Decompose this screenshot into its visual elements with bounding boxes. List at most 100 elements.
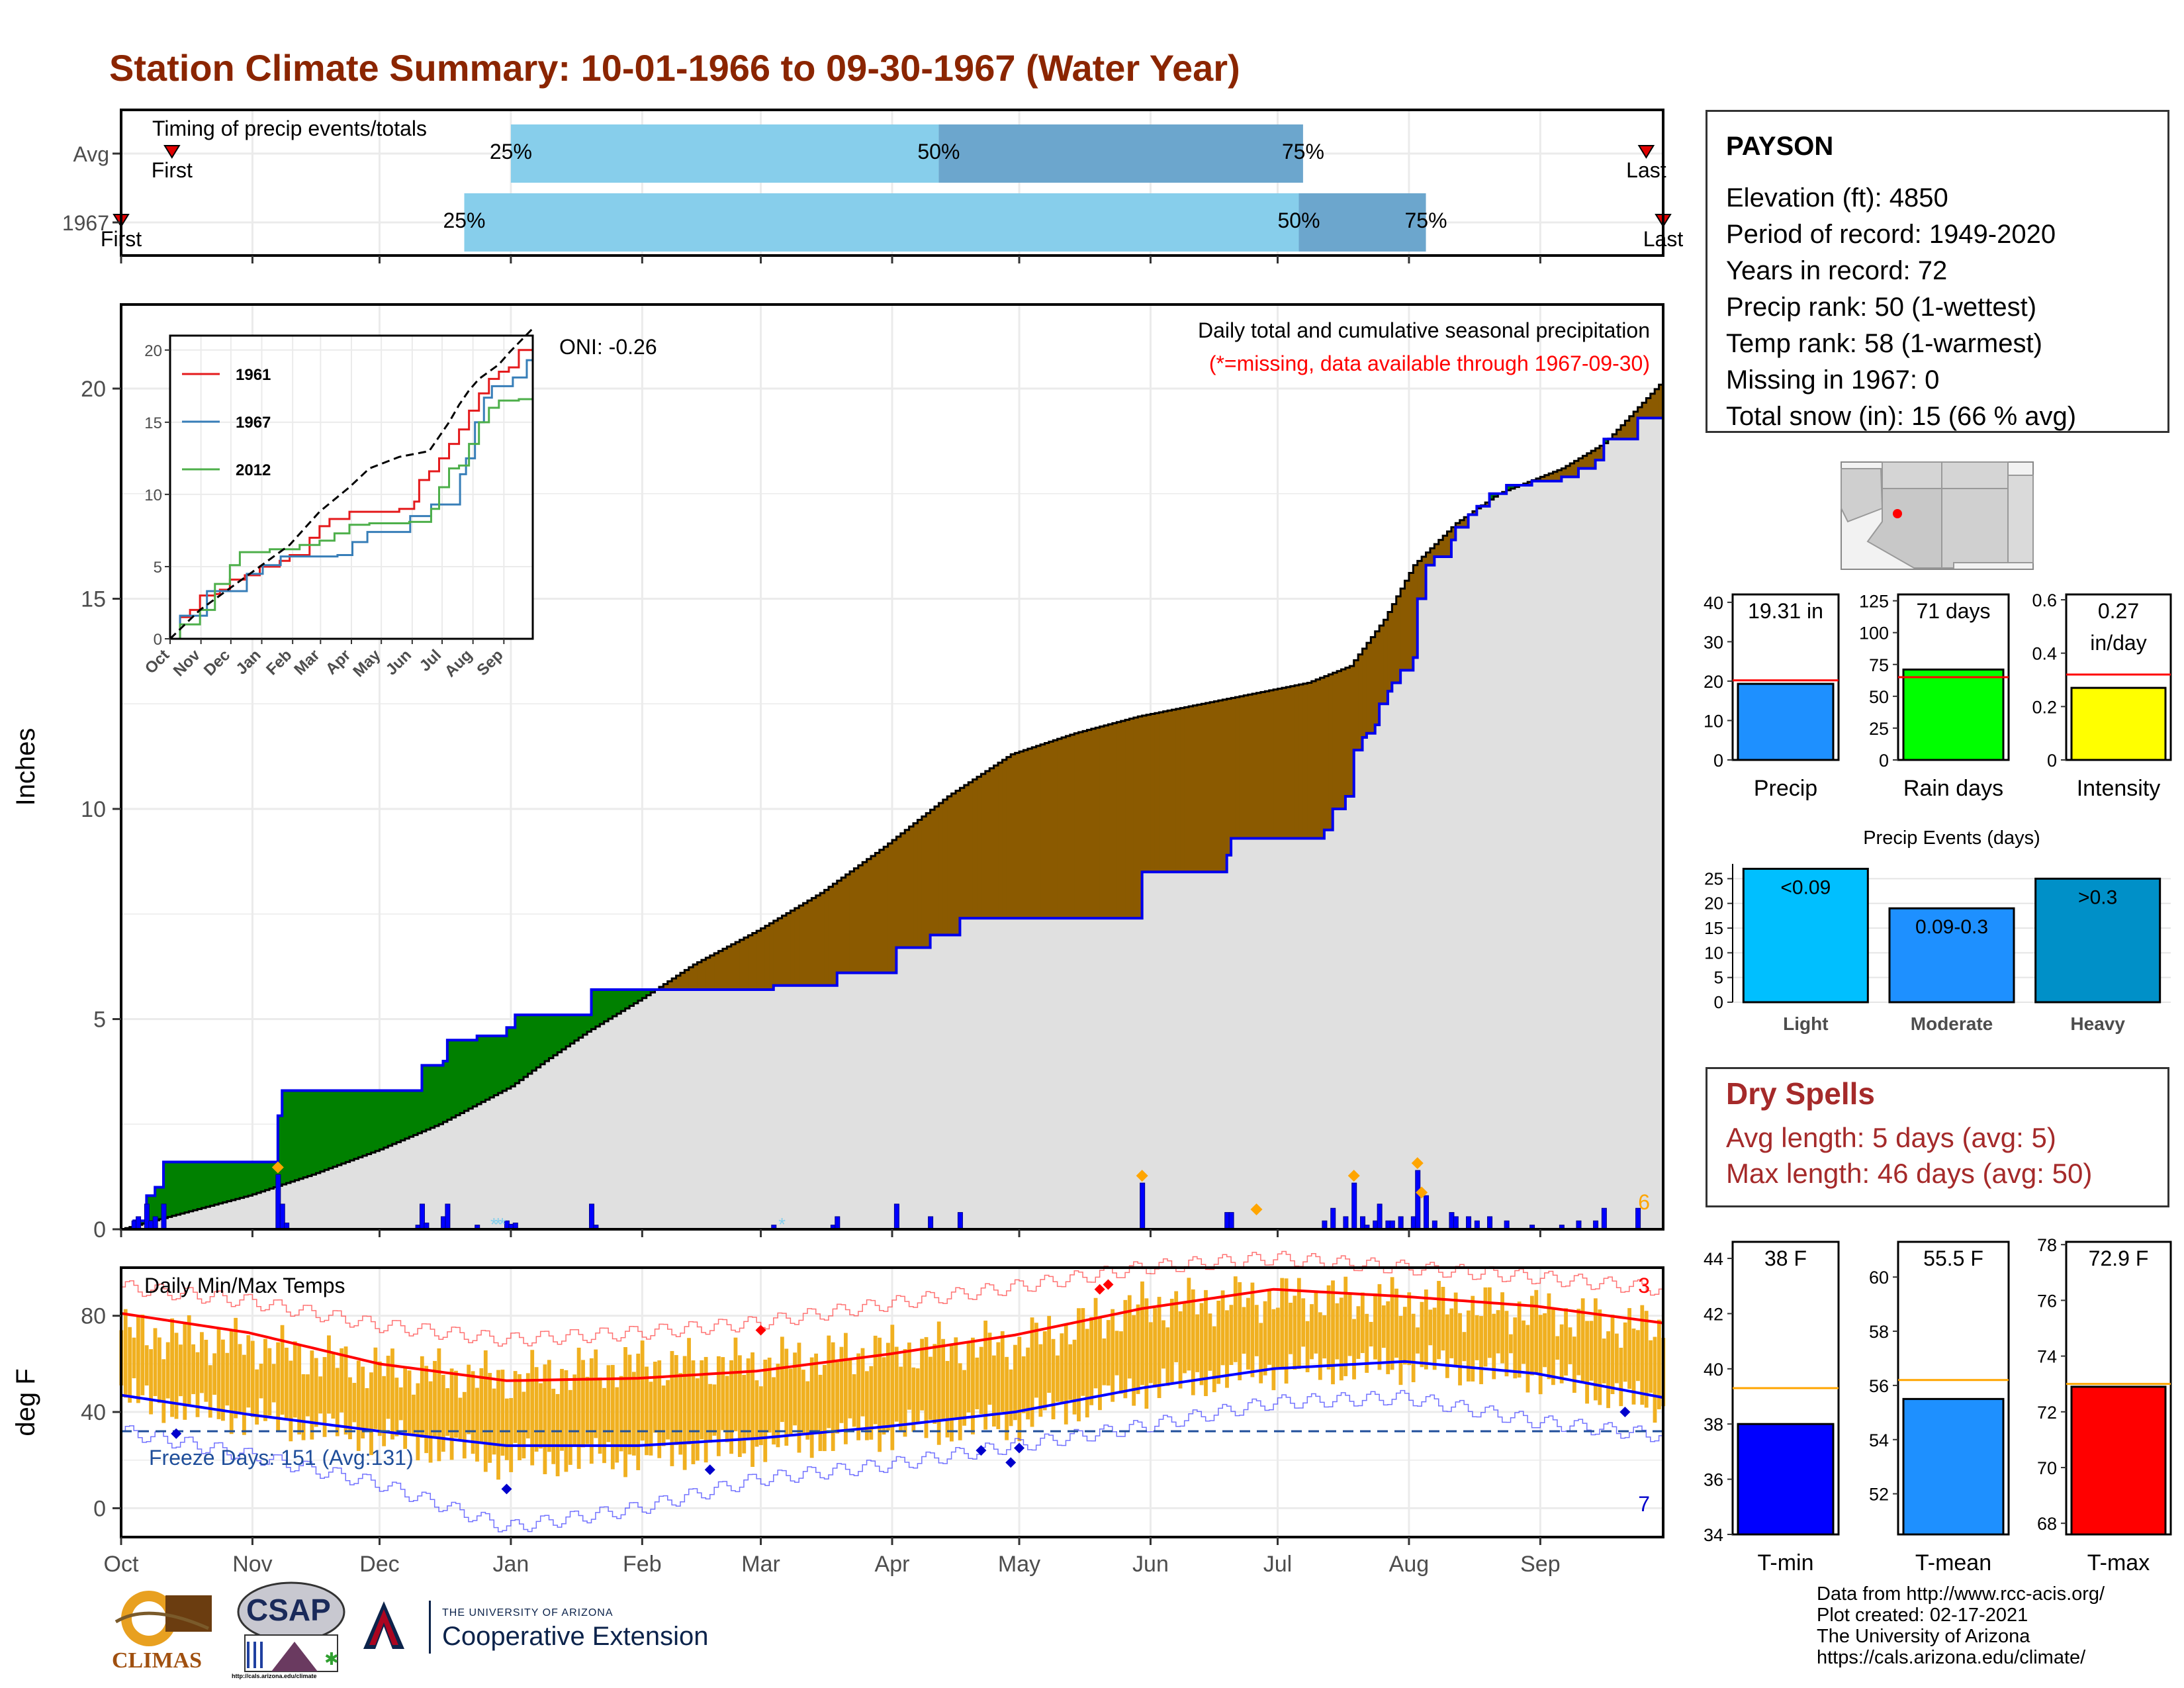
- surplus-fill: [222, 1162, 228, 1203]
- daily-temp-range-bar: [183, 1321, 187, 1420]
- daily-temp-range-bar: [572, 1374, 577, 1446]
- summary-precip-axis-label: Precip: [1754, 776, 1817, 801]
- deficit-fill: [786, 913, 791, 986]
- daily-temp-range-bar: [631, 1372, 636, 1456]
- daily-temp-range-bar: [1233, 1276, 1238, 1362]
- daily-temp-range-bar: [712, 1384, 717, 1436]
- deficit-fill: [1066, 735, 1071, 919]
- deficit-fill: [667, 981, 672, 990]
- surplus-fill: [502, 1035, 508, 1091]
- daily-temp-range-bar: [610, 1364, 615, 1470]
- dry-spells-title: Dry Spells: [1726, 1076, 1875, 1111]
- daily-temp-range-bar: [158, 1337, 161, 1403]
- daily-temp-range-bar: [1411, 1313, 1416, 1383]
- daily-temp-range-bar: [1407, 1292, 1412, 1366]
- surplus-fill: [392, 1090, 397, 1145]
- daily-temp-range-bar: [975, 1357, 979, 1409]
- deficit-fill: [1561, 468, 1567, 477]
- timing-label-75: 75%: [1405, 209, 1447, 232]
- surplus-fill: [494, 1035, 499, 1096]
- deficit-fill: [862, 862, 868, 973]
- daily-temp-range-bar: [1394, 1288, 1398, 1358]
- daily-temp-range-bar: [1220, 1290, 1225, 1366]
- daily-temp-range-bar: [1610, 1315, 1615, 1395]
- daily-temp-range-bar: [1445, 1314, 1449, 1378]
- daily-precip-bar: [445, 1203, 451, 1230]
- daily-temp-range-bar: [191, 1344, 196, 1395]
- daily-temp-range-bar: [598, 1377, 602, 1454]
- first-label: First: [152, 158, 193, 182]
- deficit-fill: [1345, 667, 1350, 796]
- summary-intensity-value-label: in/day: [2090, 631, 2146, 655]
- timing-label-25: 25%: [490, 140, 532, 164]
- daily-temp-range-bar: [1449, 1308, 1454, 1358]
- daily-temp-range-bar: [361, 1366, 365, 1438]
- deficit-fill: [680, 972, 685, 990]
- deficit-fill: [1040, 744, 1046, 919]
- station-period: Period of record: 1949-2020: [1726, 220, 2056, 249]
- daily-temp-range-bar: [1534, 1289, 1539, 1374]
- deficit-fill: [1404, 581, 1410, 671]
- deficit-fill: [1387, 612, 1392, 692]
- precip-panel-title: Daily total and cumulative seasonal prec…: [1198, 318, 1650, 342]
- daily-temp-range-bar: [751, 1352, 754, 1467]
- inset-series-2012: [170, 398, 533, 640]
- deficit-fill: [1036, 745, 1041, 919]
- deficit-fill: [684, 970, 690, 990]
- temp-t-min-bar: [1737, 1423, 1835, 1536]
- deficit-fill: [1159, 712, 1164, 872]
- daily-temp-range-bar: [682, 1356, 687, 1470]
- deficit-fill: [1659, 385, 1664, 418]
- daily-temp-range-bar: [1356, 1306, 1361, 1359]
- daily-temp-range-bar: [492, 1388, 496, 1455]
- surplus-fill: [413, 1090, 418, 1135]
- daily-temp-range-bar: [390, 1348, 394, 1440]
- surplus-fill: [498, 1035, 503, 1094]
- daily-temp-range-bar: [983, 1321, 988, 1430]
- events-y-tick-label: 5: [1714, 968, 1723, 988]
- daily-temp-range-bar: [716, 1356, 721, 1456]
- timing-bar-25-50: [510, 124, 939, 183]
- events-y-tick-label: 0: [1714, 992, 1723, 1012]
- daily-temp-range-bar: [585, 1376, 590, 1444]
- daily-temp-range-bar: [1398, 1315, 1403, 1385]
- month-tick-label: Dec: [359, 1552, 399, 1577]
- daily-temp-range-bar: [335, 1368, 340, 1436]
- deficit-fill: [1277, 688, 1283, 839]
- ua-logo: A: [361, 1599, 407, 1652]
- daily-temp-range-bar: [1183, 1303, 1187, 1374]
- temp-panel-title: Daily Min/Max Temps: [144, 1274, 345, 1297]
- daily-temp-range-bar: [1195, 1314, 1200, 1372]
- deficit-fill: [1244, 695, 1249, 839]
- daily-temp-range-bar: [805, 1381, 810, 1440]
- deficit-fill: [1371, 637, 1376, 733]
- daily-temp-range-bar: [1653, 1336, 1657, 1423]
- surplus-fill: [633, 990, 639, 1004]
- surplus-fill: [235, 1162, 240, 1199]
- daily-temp-range-bar: [407, 1370, 412, 1434]
- summary-intensity-y-tick-label: 0: [2047, 751, 2057, 771]
- deficit-fill: [1557, 470, 1562, 481]
- surplus-fill: [591, 990, 596, 1029]
- daily-temp-range-bar: [776, 1364, 780, 1448]
- month-tick-label: Jan: [492, 1552, 529, 1577]
- daily-temp-range-bar: [340, 1348, 344, 1413]
- surplus-fill: [214, 1162, 219, 1205]
- deficit-fill: [1637, 407, 1643, 418]
- daily-temp-range-bar: [356, 1360, 361, 1451]
- events-y-tick-label: 10: [1704, 943, 1723, 962]
- deficit-fill: [1197, 704, 1202, 872]
- surplus-fill: [206, 1162, 211, 1207]
- deficit-fill: [752, 933, 757, 990]
- daily-temp-range-bar: [441, 1374, 445, 1452]
- daily-temp-range-bar: [958, 1363, 962, 1440]
- daily-temp-range-bar: [1199, 1303, 1204, 1385]
- daily-temp-range-bar: [1598, 1309, 1602, 1405]
- record-low-marker: [1619, 1407, 1631, 1418]
- daily-temp-range-bar: [394, 1378, 399, 1436]
- summary-intensity-bar: [2070, 686, 2167, 761]
- daily-temp-range-bar: [814, 1353, 818, 1433]
- surplus-fill: [265, 1162, 270, 1190]
- surplus-fill: [193, 1162, 198, 1211]
- daily-temp-range-bar: [568, 1389, 572, 1465]
